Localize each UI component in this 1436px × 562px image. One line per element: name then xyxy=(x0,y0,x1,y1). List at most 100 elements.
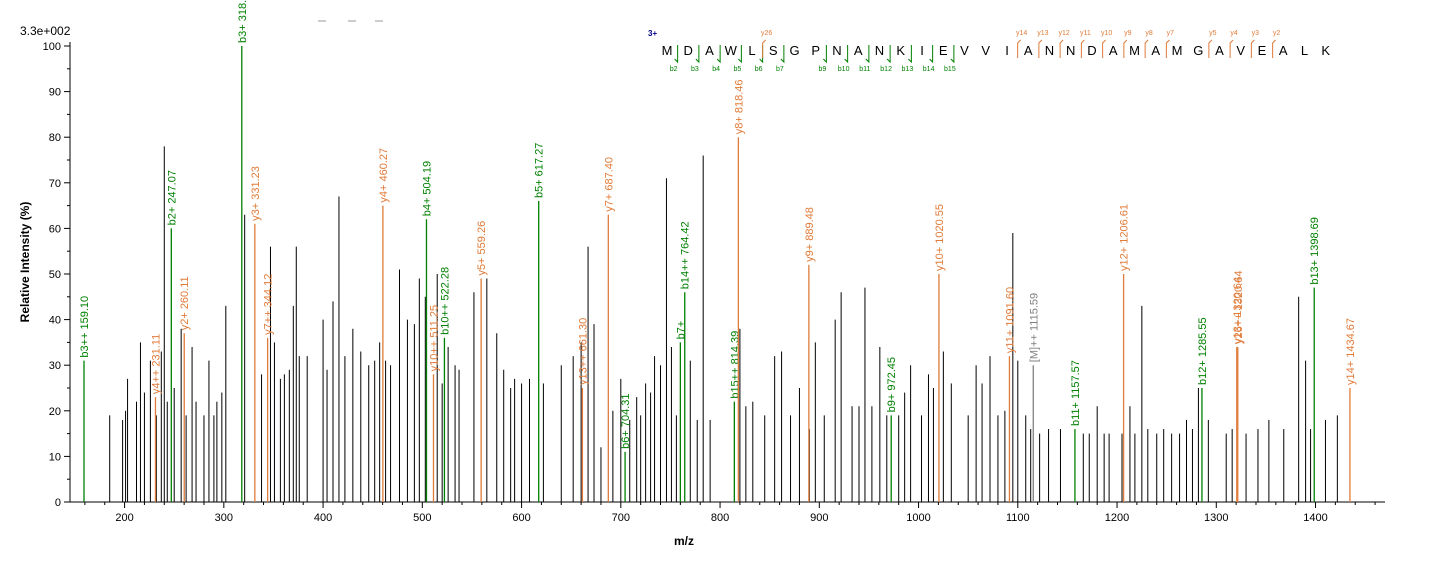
y-tick-label: 80 xyxy=(49,132,61,144)
sequence-residue: L xyxy=(1301,43,1308,58)
y-ion-label: y13 xyxy=(1037,30,1048,37)
peptide-sequence-map: 3+M D A W L S G P N A N K I E V V I A N N D A M A M G A V E A L Kb2 b3 b4… xyxy=(648,29,1330,73)
sequence-residue: A xyxy=(1151,43,1160,58)
peak-label: y7+ 687.40 xyxy=(603,157,615,212)
x-tick-label: 600 xyxy=(512,512,530,524)
y-ion-bracket xyxy=(1038,39,1043,58)
y-ion-label: y8 xyxy=(1145,30,1153,37)
peak-label: [M]++ 1115.59 xyxy=(1028,293,1040,362)
sequence-residue: K xyxy=(1321,43,1330,58)
b-ion-label: b13 xyxy=(902,66,914,73)
y-ion-bracket xyxy=(1144,39,1149,58)
y-ion-label: y5 xyxy=(1209,30,1217,37)
b-ion-label: b14 xyxy=(923,66,935,73)
x-tick-label: 500 xyxy=(413,512,431,524)
peak-label: b11+ 1157.57 xyxy=(1070,360,1082,426)
b-ion-bracket xyxy=(716,45,721,64)
sequence-residue: P xyxy=(811,43,820,58)
peak-label: y13++ 661.30 xyxy=(577,318,589,385)
sequence-residue: A xyxy=(1109,43,1118,58)
peak-label: y10+ 1020.55 xyxy=(934,204,946,271)
b-ion-bracket xyxy=(950,45,955,64)
y-ion-label: y9 xyxy=(1124,30,1132,37)
sequence-residue: A xyxy=(854,43,863,58)
y-tick-label: 70 xyxy=(49,178,61,190)
y-ion-bracket xyxy=(762,39,766,58)
sequence-residue: E xyxy=(1258,43,1267,58)
b-ion-bracket xyxy=(695,45,700,64)
peak-label: b12+ 1285.55 xyxy=(1197,317,1209,385)
annotated-peaks: b3++ 159.10 y4++ 231.11 b2+ 247.07 y2+ 260.… xyxy=(79,0,1357,502)
b-ion-bracket xyxy=(738,45,742,64)
sequence-residue: N xyxy=(875,43,884,58)
peak-label: y14+ 1434.67 xyxy=(1345,318,1357,385)
sequence-residue: M xyxy=(1172,43,1183,58)
y-ion-label: y7 xyxy=(1167,30,1175,37)
peak-label: b14++ 764.42 xyxy=(680,221,692,289)
y-tick-label: 100 xyxy=(43,41,61,53)
sequence-residue: N xyxy=(1045,43,1054,58)
sequence-residue: A xyxy=(1024,43,1033,58)
y-ion-label: y12 xyxy=(1058,30,1069,37)
b-ion-bracket xyxy=(865,45,870,64)
sequence-residue: V xyxy=(960,43,969,58)
peak-label: b7+ xyxy=(675,321,687,340)
sequence-residue: I xyxy=(1005,43,1009,58)
y-tick-label: 90 xyxy=(49,87,61,99)
y-ion-label: y11 xyxy=(1080,30,1091,37)
b-ion-bracket xyxy=(674,45,679,64)
y-tick-label: 30 xyxy=(49,360,61,372)
peak-label: b13+ 1398.69 xyxy=(1309,217,1321,285)
y-ion-bracket xyxy=(1272,39,1276,58)
sequence-residue: M xyxy=(662,43,673,58)
y-ion-bracket xyxy=(1102,39,1106,58)
y-ion-label: y26 xyxy=(761,30,772,37)
x-tick-label: 200 xyxy=(115,512,133,524)
peak-label: b10++ 522.28 xyxy=(439,267,451,335)
sequence-residue: M xyxy=(1129,43,1140,58)
b-ion-label: b5 xyxy=(733,66,741,73)
sequence-residue: K xyxy=(896,43,905,58)
x-tick-label: 1000 xyxy=(906,512,930,524)
sequence-residue: L xyxy=(748,43,755,58)
y-tick-label: 60 xyxy=(49,223,61,235)
x-tick-label: 900 xyxy=(810,512,828,524)
y-ion-bracket xyxy=(1250,39,1255,58)
unlabeled-peaks xyxy=(109,146,1338,502)
peak-label: b6+ 704.31 xyxy=(620,393,632,448)
b-ion-label: b15 xyxy=(944,66,956,73)
b-ion-label: b10 xyxy=(838,66,850,73)
x-tick-label: 1200 xyxy=(1105,512,1129,524)
sequence-residue: A xyxy=(1215,43,1224,58)
peak-label: b4+ 504.19 xyxy=(421,161,433,216)
b-ion-label: b6 xyxy=(755,66,763,73)
charge-state: 3+ xyxy=(648,29,657,38)
y-ion-label: y3 xyxy=(1252,30,1260,37)
y-tick-label: 0 xyxy=(55,497,61,509)
b-ion-label: b4 xyxy=(712,66,720,73)
sequence-residue: I xyxy=(920,43,924,58)
peak-label: y26++ 1320.64 xyxy=(1233,271,1245,344)
peak-label: y7++ 344.12 xyxy=(263,274,275,335)
axes: 200 300 400 500 600 700 800 900 1000 1100 1200 1300… xyxy=(43,41,1385,524)
peak-label: b15++ 814.39 xyxy=(729,331,741,399)
b-ion-label: b11 xyxy=(859,66,870,73)
sequence-residue: E xyxy=(939,43,948,58)
x-tick-label: 1100 xyxy=(1006,512,1030,524)
sequence-residue: G xyxy=(1193,43,1203,58)
b-ion-label: b7 xyxy=(776,66,784,73)
b-ion-bracket xyxy=(908,45,912,64)
sequence-residue: A xyxy=(705,43,714,58)
sequence-residue: V xyxy=(1236,43,1245,58)
sequence-residue: G xyxy=(789,43,799,58)
peak-label: y4++ 231.11 xyxy=(150,334,162,394)
peak-label: b3++ 159.10 xyxy=(79,296,91,358)
x-tick-label: 1300 xyxy=(1204,512,1228,524)
x-tick-label: 400 xyxy=(314,512,332,524)
y-ion-bracket xyxy=(1123,39,1128,58)
b-ion-bracket xyxy=(823,45,827,64)
peak-label: y4+ 460.27 xyxy=(378,148,390,203)
x-tick-label: 300 xyxy=(215,512,233,524)
y-ion-bracket xyxy=(1208,39,1213,58)
b-ion-label: b12 xyxy=(880,66,892,73)
